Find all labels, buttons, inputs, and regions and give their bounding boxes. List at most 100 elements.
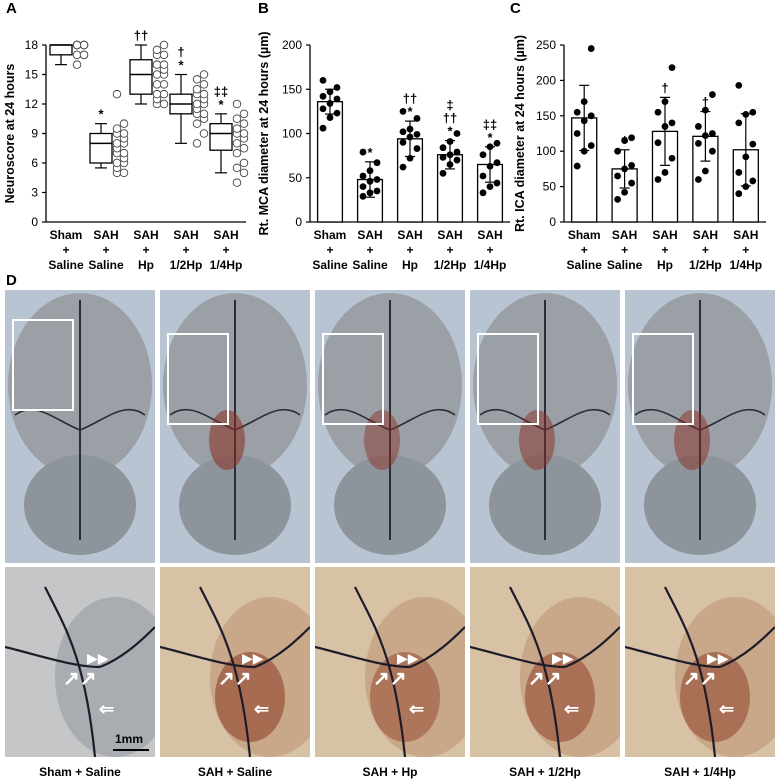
zoom-tissue — [55, 597, 155, 757]
data-point — [333, 84, 341, 91]
mca-vessels — [324, 408, 456, 431]
panel-letter-c: C — [510, 0, 521, 17]
data-point — [72, 40, 82, 50]
data-point — [587, 45, 595, 52]
significance-mark: * — [218, 97, 224, 112]
y-tick-label: 200 — [282, 38, 302, 52]
data-point — [709, 130, 716, 137]
data-point — [709, 147, 716, 155]
data-point — [695, 140, 702, 147]
y-tick-label: 200 — [536, 73, 556, 87]
data-point — [587, 142, 595, 149]
significance-mark: †† — [134, 28, 148, 43]
arrowhead-acom: ▶▶ — [397, 650, 419, 666]
chart-c-ica-diameter: 0 50 100 150 200 250 Rt. ICA diameter at 24 ho… — [513, 35, 766, 272]
significance-mark: * — [487, 130, 493, 145]
brain-photo — [470, 290, 620, 563]
roi-box — [632, 333, 694, 425]
data-point — [486, 143, 494, 151]
caption-sah-quarter-hp: SAH + 1/4Hp — [664, 765, 736, 779]
caption-sah-half-hp: SAH + 1/2Hp — [509, 765, 581, 779]
zoom-photo: ↗↗⇐ ▶▶ — [625, 567, 775, 757]
arrow-ica: ⇐ — [99, 699, 114, 719]
data-point — [366, 177, 374, 185]
data-point — [373, 187, 381, 195]
zoom-vessels — [470, 586, 620, 757]
y-tick-label: 0 — [549, 215, 556, 229]
data-point — [413, 115, 421, 122]
panel-letter-a: A — [6, 0, 17, 17]
data-point — [479, 189, 487, 197]
scale-bar-label: 1mm — [115, 732, 143, 746]
y-tick-label: 50 — [543, 180, 557, 194]
significance-mark: † — [177, 45, 184, 60]
x-category-bottom: Saline — [88, 258, 124, 272]
data-point — [614, 195, 621, 203]
arrowhead-acom: ▶▶ — [552, 650, 574, 666]
x-category-bottom: Saline — [48, 258, 84, 272]
data-point — [654, 139, 662, 147]
x-category-bottom: Saline — [352, 258, 388, 272]
zoom-blood — [680, 652, 750, 742]
x-category-plus: + — [702, 243, 709, 257]
data-point — [742, 110, 750, 118]
data-point — [112, 139, 122, 148]
data-point — [239, 168, 249, 178]
roi-box — [167, 333, 229, 425]
data-point — [159, 40, 169, 50]
roi-box — [477, 333, 539, 425]
data-point — [413, 145, 421, 152]
data-point — [661, 98, 669, 106]
x-category-plus: + — [406, 243, 413, 257]
data-point — [79, 50, 89, 60]
x-category-top: SAH — [693, 228, 718, 242]
data-point — [72, 50, 82, 60]
data-point — [319, 77, 327, 84]
data-point — [319, 105, 327, 113]
data-point — [661, 123, 669, 130]
data-point — [668, 119, 676, 127]
brain-photo — [625, 290, 775, 563]
data-point — [749, 177, 757, 185]
box — [209, 123, 233, 151]
data-point — [735, 190, 743, 198]
significance-mark: ‡ — [446, 98, 453, 113]
data-point — [333, 109, 341, 117]
x-category-top: SAH — [612, 228, 637, 242]
significance-mark: ‡‡ — [483, 117, 497, 132]
arrow-mca: ↗↗ — [218, 668, 252, 690]
x-category-top: SAH — [133, 228, 158, 242]
data-point — [192, 139, 202, 148]
x-category-bottom: Saline — [607, 258, 643, 272]
data-point — [199, 109, 209, 119]
data-point — [654, 176, 662, 183]
data-point — [573, 108, 581, 116]
x-category-bottom: Saline — [567, 258, 603, 272]
data-point — [159, 99, 169, 109]
data-point — [359, 148, 367, 156]
significance-mark: †† — [403, 91, 417, 106]
zoom-blood — [525, 652, 595, 742]
data-point — [486, 183, 494, 191]
data-point — [112, 124, 122, 133]
data-point — [152, 80, 162, 89]
arrow-ica: ⇐ — [719, 699, 734, 719]
data-point — [152, 89, 162, 99]
significance-mark: † — [661, 80, 668, 95]
data-point — [661, 169, 669, 176]
data-point — [695, 123, 702, 130]
data-point — [735, 169, 743, 176]
data-point — [587, 112, 595, 120]
caption-sham-saline: Sham + Saline — [39, 765, 121, 779]
x-category-plus: + — [326, 243, 333, 257]
x-category-bottom: 1/2Hp — [170, 258, 203, 272]
data-point — [319, 92, 327, 100]
x-category-plus: + — [102, 243, 109, 257]
data-point — [199, 129, 209, 138]
x-category-top: SAH — [397, 228, 422, 242]
data-point — [614, 172, 621, 180]
data-point — [493, 139, 501, 147]
y-tick-label: 6 — [31, 156, 38, 170]
data-point — [742, 183, 750, 191]
x-category-plus: + — [581, 243, 588, 257]
